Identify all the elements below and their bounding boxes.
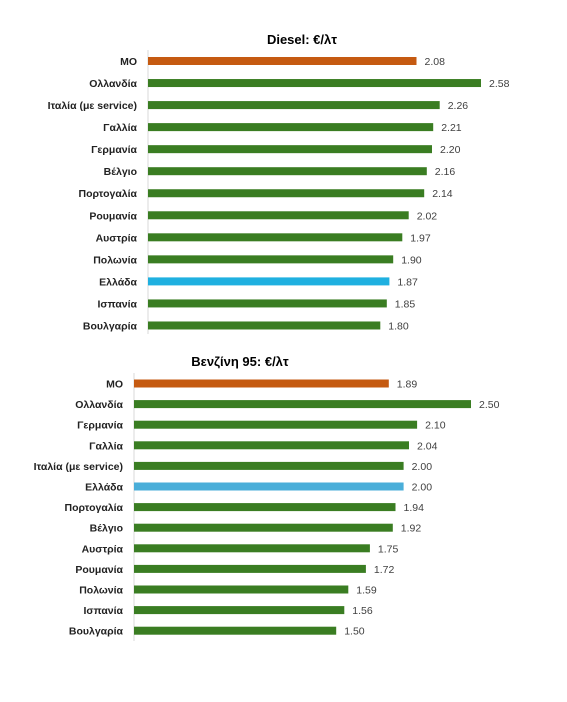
petrol-value-label: 1.56: [352, 605, 373, 617]
petrol-chart-title: Βενζίνη 95: €/λτ: [191, 354, 289, 369]
diesel-value-label: 1.97: [410, 232, 431, 244]
petrol-value-label: 2.50: [479, 399, 500, 411]
petrol-bar: [134, 379, 389, 388]
petrol-bars: ΜΟ 1.89 Ολλανδία 2.50 Γερμανία 2.10 Γαλλία 2.04…: [34, 379, 500, 638]
diesel-value-label: 1.90: [401, 254, 422, 266]
petrol-value-label: 1.59: [356, 585, 377, 597]
diesel-category-label: Πολωνία: [93, 254, 137, 266]
petrol-value-label: 2.10: [425, 420, 446, 432]
petrol-category-label: ΜΟ: [106, 379, 123, 391]
diesel-value-label: 2.08: [425, 56, 446, 68]
petrol-bar: [134, 585, 349, 594]
diesel-value-label: 2.21: [441, 122, 462, 134]
petrol-category-label: Γερμανία: [77, 420, 123, 432]
diesel-bar: [148, 101, 440, 110]
petrol-category-label: Βέλγιο: [90, 523, 123, 535]
diesel-category-label: Ισπανία: [97, 298, 137, 310]
petrol-category-label: Ρουμανία: [75, 564, 123, 576]
petrol-bar: [134, 461, 404, 470]
diesel-category-label: Ελλάδα: [99, 276, 137, 288]
diesel-category-label: Γερμανία: [91, 144, 137, 156]
diesel-bar: [148, 189, 425, 198]
diesel-bar: [148, 123, 434, 132]
diesel-value-label: 2.02: [417, 210, 438, 222]
petrol-bar: [134, 441, 409, 450]
petrol-bar: [134, 626, 337, 635]
diesel-category-label: ΜΟ: [120, 56, 137, 68]
diesel-bar: [148, 145, 432, 154]
diesel-bar: [148, 299, 387, 308]
petrol-bar: [134, 482, 404, 491]
diesel-value-label: 1.80: [388, 320, 409, 332]
petrol-value-label: 1.75: [378, 543, 399, 555]
petrol-bar: [134, 420, 418, 429]
petrol-category-label: Ιταλία (με service): [34, 461, 123, 473]
diesel-value-label: 2.16: [435, 166, 456, 178]
diesel-category-label: Ιταλία (με service): [48, 100, 137, 112]
petrol-bar: [134, 544, 370, 553]
diesel-category-label: Ρουμανία: [89, 210, 137, 222]
diesel-category-label: Βέλγιο: [104, 166, 137, 178]
diesel-value-label: 1.87: [397, 276, 418, 288]
diesel-value-label: 2.14: [432, 188, 453, 200]
petrol-category-label: Αυστρία: [82, 543, 124, 555]
diesel-bar: [148, 57, 417, 65]
petrol-bar: [134, 606, 345, 615]
petrol-bar: [134, 503, 396, 512]
petrol-value-label: 2.00: [412, 461, 433, 473]
petrol-bar: [134, 400, 471, 409]
diesel-category-label: Αυστρία: [96, 232, 138, 244]
petrol-chart: Βενζίνη 95: €/λτ ΜΟ 1.89 Ολλανδία 2.50 Γερμα…: [34, 354, 500, 641]
petrol-value-label: 1.72: [374, 564, 395, 576]
diesel-bar: [148, 79, 481, 88]
petrol-value-label: 1.92: [401, 523, 422, 535]
diesel-bar: [148, 321, 381, 330]
diesel-category-label: Ολλανδία: [89, 78, 137, 90]
diesel-chart-title: Diesel: €/λτ: [267, 32, 337, 47]
diesel-bar: [148, 167, 427, 176]
diesel-bars: ΜΟ 2.08 Ολλανδία 2.58 Ιταλία (με service) 2.2…: [48, 56, 510, 332]
diesel-bar: [148, 233, 403, 242]
diesel-category-label: Βουλγαρία: [83, 320, 138, 332]
diesel-value-label: 2.20: [440, 144, 461, 156]
petrol-category-label: Βουλγαρία: [69, 626, 124, 638]
diesel-bar: [148, 255, 394, 264]
petrol-bar: [134, 564, 366, 573]
petrol-category-label: Πορτογαλία: [64, 502, 123, 514]
diesel-chart: Diesel: €/λτ ΜΟ 2.08 Ολλανδία 2.58 Ιταλία (μ…: [48, 32, 510, 334]
petrol-value-label: 1.50: [344, 626, 365, 638]
petrol-category-label: Πολωνία: [79, 585, 123, 597]
diesel-value-label: 2.26: [448, 100, 469, 112]
petrol-category-label: Ελλάδα: [85, 482, 123, 494]
diesel-value-label: 1.85: [395, 298, 416, 310]
diesel-category-label: Γαλλία: [103, 122, 137, 134]
petrol-bar: [134, 523, 393, 532]
diesel-category-label: Πορτογαλία: [78, 188, 137, 200]
diesel-value-label: 2.58: [489, 78, 510, 90]
petrol-value-label: 2.04: [417, 440, 438, 452]
diesel-bar: [148, 277, 390, 286]
petrol-category-label: Ολλανδία: [75, 399, 123, 411]
diesel-bar: [148, 211, 409, 220]
petrol-category-label: Γαλλία: [89, 440, 123, 452]
petrol-value-label: 1.89: [397, 379, 418, 391]
petrol-value-label: 1.94: [404, 502, 425, 514]
petrol-category-label: Ισπανία: [83, 605, 123, 617]
petrol-value-label: 2.00: [412, 482, 433, 494]
